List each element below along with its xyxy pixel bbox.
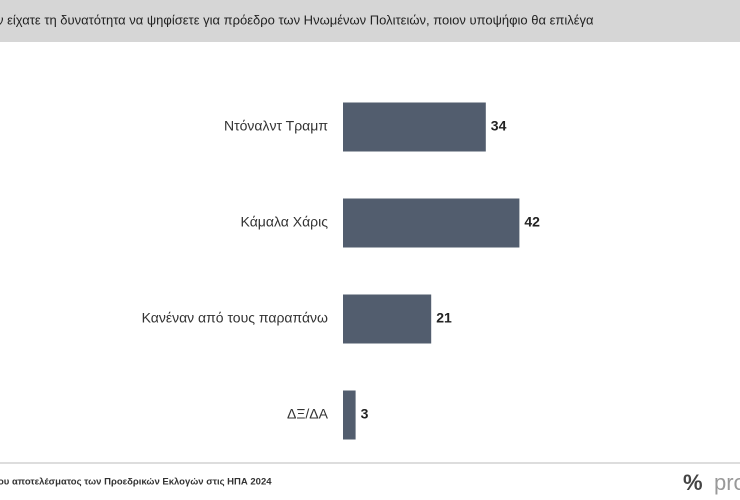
value-label: 21 [436, 310, 452, 326]
footnote: ου αποτελέσματος των Προεδρικών Εκλογών … [0, 477, 272, 488]
value-label: 34 [491, 118, 507, 134]
category-label: Ντόναλντ Τραμπ [224, 118, 328, 134]
logo-text: pro [714, 470, 740, 495]
category-label: Κανέναν από τους παραπάνω [142, 310, 328, 326]
bar [343, 198, 520, 248]
chart-title: ν είχατε τη δυνατότητα να ψηφίσετε για π… [0, 12, 594, 27]
value-label: 42 [524, 214, 540, 230]
title-bar [0, 0, 740, 42]
logo-symbol: % [683, 470, 703, 495]
bar [343, 294, 432, 344]
category-label: ΔΞ/ΔΑ [287, 406, 329, 422]
value-label: 3 [361, 406, 369, 422]
category-label: Κάμαλα Χάρις [241, 214, 329, 230]
bar [343, 102, 486, 152]
bar [343, 390, 356, 440]
